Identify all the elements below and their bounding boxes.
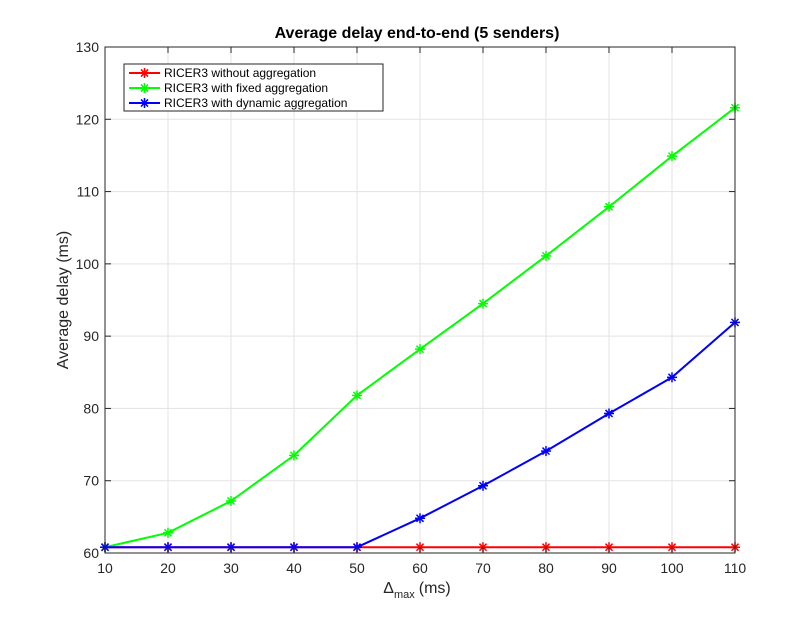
ticks: 10 20 30 40 50 60 70 80 90 100 110 60 70 80 90 100 110 12…: [76, 39, 747, 576]
x-tick-label: 100: [660, 560, 684, 576]
x-tick-label: 20: [160, 560, 176, 576]
x-axis-label-unit: (ms): [419, 580, 451, 597]
data-point: [415, 513, 425, 524]
data-point: [478, 298, 488, 309]
x-tick-label: 70: [475, 560, 491, 576]
y-tick-label: 90: [83, 328, 99, 344]
data-point: [226, 495, 236, 506]
legend-marker: [139, 68, 150, 78]
data-point: [541, 250, 551, 261]
data-point: [289, 450, 299, 461]
y-tick-label: 120: [76, 111, 100, 127]
legend-item: RICER3 without aggregation: [129, 66, 316, 80]
chart-title: Average delay end-to-end (5 senders): [275, 25, 560, 42]
x-tick-label: 30: [223, 560, 239, 576]
legend-item: RICER3 with fixed aggregation: [129, 81, 328, 95]
data-point: [415, 344, 425, 355]
x-tick-label: 50: [349, 560, 365, 576]
x-axis-label-symbol: Δ: [383, 580, 394, 597]
x-tick-label: 40: [286, 560, 302, 576]
y-tick-label: 60: [83, 545, 99, 561]
legend-label: RICER3 without aggregation: [164, 66, 316, 80]
data-point: [667, 372, 677, 383]
data-point: [163, 527, 173, 538]
y-tick-label: 110: [77, 184, 100, 200]
x-axis-label: Δmax (ms): [383, 580, 450, 601]
y-axis-label: Average delay (ms): [55, 231, 72, 369]
legend-label: RICER3 with fixed aggregation: [164, 81, 328, 95]
data-point: [352, 390, 362, 401]
legend-marker: [139, 98, 150, 108]
y-tick-label: 80: [83, 400, 99, 416]
x-tick-label: 110: [724, 560, 747, 576]
grid: [104, 46, 736, 554]
legend-item: RICER3 with dynamic aggregation: [129, 96, 347, 110]
x-tick-label: 10: [97, 560, 113, 576]
x-tick-label: 80: [538, 560, 554, 576]
data-point: [541, 446, 551, 457]
series-1: [100, 102, 740, 553]
x-tick-label: 60: [412, 560, 428, 576]
x-tick-label: 90: [601, 560, 617, 576]
y-tick-label: 70: [83, 473, 99, 489]
data-point: [604, 408, 614, 419]
x-axis-label-subscript: max: [394, 589, 415, 601]
y-tick-label: 130: [76, 39, 100, 55]
data-point: [667, 151, 677, 162]
y-tick-label: 100: [76, 256, 100, 272]
legend-box: [123, 63, 384, 112]
data-point: [478, 480, 488, 491]
legend-label: RICER3 with dynamic aggregation: [164, 96, 347, 110]
data-point: [604, 201, 614, 212]
legend-marker: [139, 83, 150, 93]
